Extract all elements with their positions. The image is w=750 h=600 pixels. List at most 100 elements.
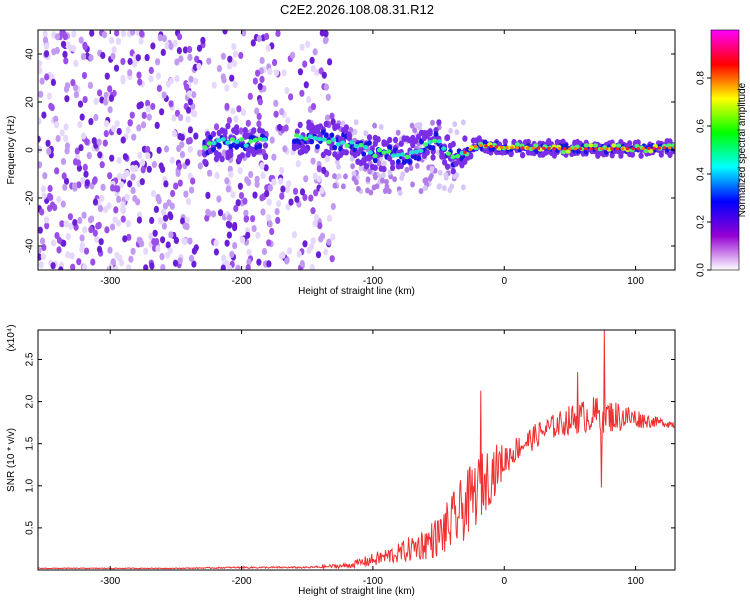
- spectrogram-cell: [144, 54, 150, 62]
- spectrogram-cell: [224, 102, 230, 111]
- spectrogram-cell: [321, 166, 327, 174]
- spectrogram-cell: [54, 167, 60, 175]
- x-tick-label: 0: [501, 576, 507, 587]
- spectrogram-cell: [64, 142, 71, 150]
- spectrogram-cell: [280, 185, 286, 193]
- spectrogram-cell: [594, 147, 598, 151]
- spectrogram-cell: [329, 255, 335, 263]
- spectrogram-cell: [335, 142, 341, 147]
- spectrogram-cell: [217, 209, 224, 217]
- spectrogram-cell: [232, 242, 238, 250]
- colorbar-label: Normalized spectral amplitude: [737, 82, 748, 217]
- spectrogram-cell: [188, 75, 194, 83]
- spectrogram-cell: [442, 185, 447, 192]
- spectrogram-cell: [145, 145, 151, 154]
- spectrogram-cell: [81, 71, 88, 80]
- spectrogram-cell: [494, 145, 499, 149]
- spectrogram-cell: [246, 248, 252, 256]
- spectrogram-cell: [54, 33, 61, 41]
- spectrogram-cell: [154, 121, 160, 129]
- spectrogram-cell: [156, 146, 162, 154]
- spectrogram-cell: [51, 48, 57, 56]
- spectrogram-cell: [399, 152, 406, 157]
- spectrogram-cell: [176, 47, 182, 55]
- spectrogram-cell: [84, 179, 90, 187]
- spectrogram-cell: [196, 44, 203, 52]
- spectrogram-cell: [297, 149, 303, 156]
- spectrogram-cell: [72, 184, 78, 192]
- spectrogram-cell: [184, 216, 190, 224]
- spectrogram-cell: [221, 149, 227, 157]
- spectrogram-cell: [84, 138, 90, 146]
- spectrogram-cell: [38, 67, 43, 75]
- spectrogram-cell: [41, 111, 47, 119]
- spectrogram-cell: [116, 156, 122, 164]
- spectrogram-cell: [213, 123, 220, 131]
- spectrogram-cell: [140, 121, 147, 129]
- colorbar-tick-label: 0.8: [696, 71, 707, 85]
- spectrogram-cell: [326, 139, 332, 145]
- y-tick-label: 2.0: [25, 394, 36, 408]
- spectrogram-cell: [631, 147, 635, 151]
- spectrogram-cell: [327, 214, 333, 222]
- spectrogram-cell: [187, 145, 193, 153]
- spectrogram-cell: [262, 137, 268, 142]
- spectrogram-cell: [583, 143, 589, 148]
- spectrogram-cell: [310, 207, 316, 215]
- spectrogram-cell: [138, 37, 144, 45]
- spectrogram-cell: [55, 134, 61, 143]
- spectrogram-cell: [284, 186, 291, 194]
- spectrogram-cell: [63, 220, 69, 228]
- spectrogram-cell: [340, 140, 346, 145]
- spectrogram-cell: [157, 34, 163, 42]
- spectrogram-cell: [365, 176, 371, 183]
- spectrogram-cell: [233, 115, 239, 123]
- spectrogram-cell: [234, 139, 240, 144]
- spectrogram-cell: [636, 147, 640, 151]
- spectrogram-cell: [235, 264, 241, 270]
- spectrogram-cell: [115, 37, 122, 46]
- spectrogram-cell: [610, 147, 614, 151]
- spectrogram-cell: [430, 154, 436, 161]
- spectrogram-cell: [240, 236, 246, 244]
- spectrogram-cell: [271, 153, 277, 161]
- colorbar: 0.0 0.2 0.4 0.6 0.8 Normalized spectral ampli…: [696, 29, 748, 277]
- spectrogram-cell: [303, 147, 309, 154]
- spectrogram-cell: [139, 30, 145, 38]
- spectrogram-cell: [256, 35, 262, 43]
- spectrogram-cell: [625, 147, 630, 151]
- spectrogram-cell: [185, 158, 191, 166]
- spectrogram-cell: [54, 121, 60, 129]
- spectrogram-cell: [319, 186, 325, 195]
- spectrogram-cell: [163, 145, 170, 153]
- spectrogram-cell: [120, 77, 126, 85]
- spectrogram-cell: [120, 136, 126, 144]
- spectrogram-cell: [234, 128, 240, 136]
- spectrogram-cell: [100, 183, 106, 191]
- spectrogram-cell: [190, 177, 196, 185]
- spectrogram-cell: [307, 134, 314, 139]
- spectrogram-cell: [259, 56, 265, 65]
- spectrogram-cell: [206, 141, 212, 146]
- spectrogram-cell: [102, 139, 108, 147]
- spectrogram-cell: [92, 198, 99, 206]
- spectrogram-cell: [216, 142, 222, 149]
- spectrogram-cell: [588, 143, 594, 148]
- spectrogram-cell: [82, 163, 88, 171]
- spectrogram-cell: [169, 156, 175, 164]
- spectrogram-cell: [302, 193, 308, 202]
- spectrogram-cell: [259, 75, 265, 83]
- spectrogram-cell: [80, 176, 86, 185]
- spectrogram-cell: [291, 231, 297, 239]
- spectrogram-cell: [44, 73, 50, 81]
- spectrogram-cell: [279, 166, 285, 175]
- spectrogram-cell: [73, 84, 79, 92]
- spectrogram-cell: [130, 247, 136, 255]
- spectrogram-cell: [56, 236, 63, 244]
- spectrogram-cell: [262, 153, 269, 160]
- spectrogram-cell: [145, 105, 151, 113]
- spectrogram-cell: [295, 160, 301, 168]
- spectrogram-cell: [247, 92, 253, 100]
- spectrogram-cell: [179, 133, 185, 141]
